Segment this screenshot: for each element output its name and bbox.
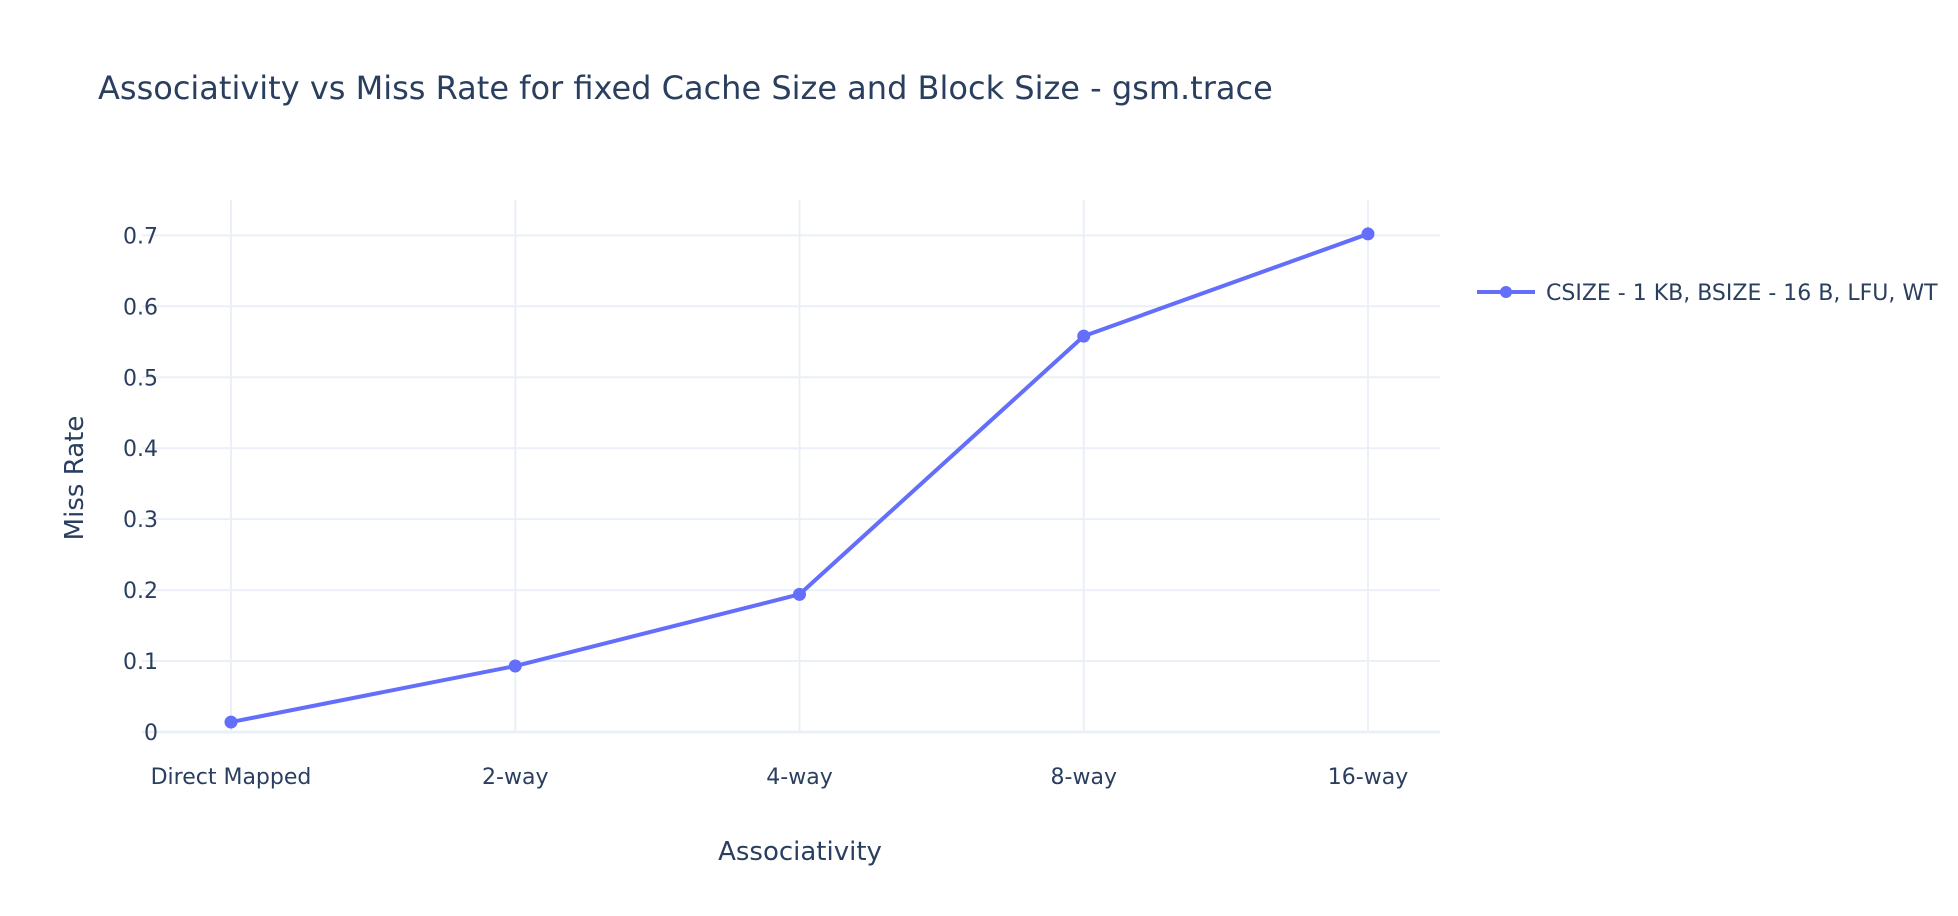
x-tick-label: 2-way xyxy=(482,765,548,790)
y-axis-title: Miss Rate xyxy=(60,416,90,541)
x-tick-label: 16-way xyxy=(1328,765,1408,790)
y-tick-label: 0.6 xyxy=(123,295,158,320)
y-tick-label: 0.5 xyxy=(123,366,158,391)
x-tick-label: 4-way xyxy=(766,765,832,790)
x-axis-ticks: Direct Mapped 2-way 4-way 8-way 16-way xyxy=(151,765,1409,790)
y-tick-label: 0.1 xyxy=(123,650,158,675)
y-tick-label: 0.3 xyxy=(123,508,158,533)
y-tick-label: 0.7 xyxy=(123,224,158,249)
legend-label: CSIZE - 1 KB, BSIZE - 16 B, LFU, WT xyxy=(1546,281,1938,306)
y-tick-label: 0.4 xyxy=(123,437,158,462)
plot-markers xyxy=(224,227,1375,729)
series-point xyxy=(1361,227,1375,241)
y-axis-ticks: 0 0.1 0.2 0.3 0.4 0.5 0.6 0.7 xyxy=(123,224,158,746)
x-tick-label: Direct Mapped xyxy=(151,765,312,790)
chart-title: Associativity vs Miss Rate for fixed Cac… xyxy=(98,69,1273,107)
x-axis-title: Associativity xyxy=(718,837,882,867)
legend: CSIZE - 1 KB, BSIZE - 16 B, LFU, WT xyxy=(1477,281,1938,306)
series-point xyxy=(1077,329,1091,343)
plot-grid xyxy=(142,200,1440,734)
y-tick-label: 0.2 xyxy=(123,579,158,604)
series-point xyxy=(793,587,806,601)
y-tick-label: 0 xyxy=(144,721,158,746)
x-tick-label: 8-way xyxy=(1051,765,1117,790)
legend-marker-sample xyxy=(1500,286,1512,298)
series-point xyxy=(224,715,238,729)
series-point xyxy=(508,659,522,673)
